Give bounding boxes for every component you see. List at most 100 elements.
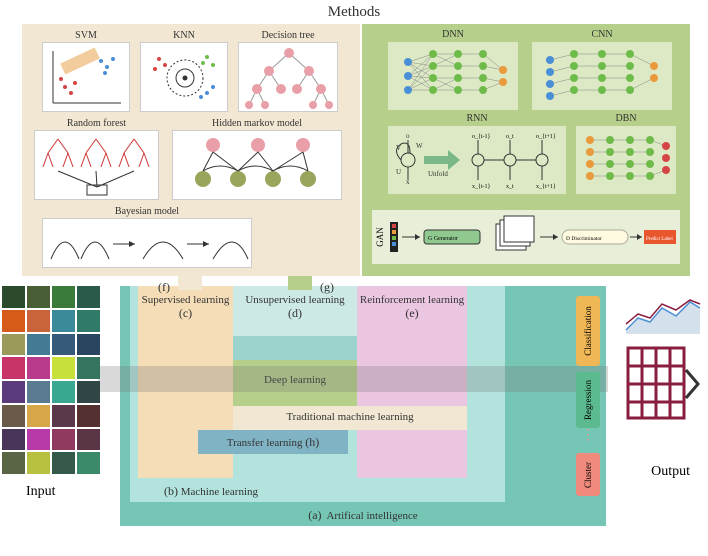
svg-text:Predict Label: Predict Label: [646, 237, 673, 242]
svg-text:Unfold: Unfold: [428, 170, 448, 178]
input-swatch: [27, 452, 50, 474]
input-swatch: [27, 405, 50, 427]
input-swatch: [52, 286, 75, 308]
svg-text:o_{t+1}: o_{t+1}: [536, 134, 556, 140]
svm-plot: [43, 43, 131, 113]
gan-title: GAN: [375, 227, 385, 247]
input-swatch: [2, 405, 25, 427]
rf-plot: [35, 131, 160, 201]
output-categories: Classification Regression ⋮ Cluster: [576, 296, 600, 496]
svg-text:D Discriminator: D Discriminator: [566, 236, 602, 242]
input-swatch: [2, 381, 25, 403]
svg-text:G Generator: G Generator: [428, 236, 458, 242]
hmm-title: Hidden markov model: [173, 118, 341, 129]
input-swatch: [77, 286, 100, 308]
ml-label: (b) Machine learning: [164, 484, 258, 499]
input-swatch: [27, 310, 50, 332]
decision-tree-card: Decision tree: [238, 42, 338, 112]
output-line-chart-icon: [624, 294, 702, 340]
input-label: Input: [26, 484, 56, 500]
flow-band: [98, 366, 608, 392]
input-swatch: [52, 357, 75, 379]
input-swatch: [77, 310, 100, 332]
transfer-label: Transfer learning (h): [198, 435, 348, 450]
input-swatch: [52, 381, 75, 403]
input-swatch: [2, 286, 25, 308]
svm-card: SVM: [42, 42, 130, 112]
dnn-card: DNN: [388, 42, 518, 110]
input-swatch: [77, 452, 100, 474]
input-swatch: [27, 357, 50, 379]
knn-title: KNN: [141, 30, 227, 41]
input-swatch: [2, 334, 25, 356]
cnn-card: CNN: [532, 42, 672, 110]
svm-title: SVM: [43, 30, 129, 41]
input-swatch: [52, 310, 75, 332]
input-swatch: [27, 334, 50, 356]
dbn-plot: [576, 126, 676, 194]
svg-text:o_t: o_t: [506, 134, 514, 140]
classification-box: Classification: [576, 296, 600, 366]
bayesian-card: Bayesian model: [42, 218, 252, 268]
output-area: [624, 294, 702, 454]
dbn-title: DBN: [576, 113, 676, 124]
rnn-plot: ox VUW Unfold o_{t-1}o_to_{t+1} x_{t-1}x…: [388, 126, 566, 194]
dnn-plot: [388, 42, 518, 110]
dbn-card: DBN: [576, 126, 676, 194]
input-swatch: [2, 357, 25, 379]
cnn-title: CNN: [532, 29, 672, 40]
input-swatch: [52, 429, 75, 451]
bayes-plot: [43, 219, 253, 269]
svg-text:x_t: x_t: [506, 184, 514, 190]
input-swatch: [27, 381, 50, 403]
dots-icon: ⋮: [581, 434, 595, 448]
input-swatch: [77, 429, 100, 451]
output-grid-icon: [624, 344, 702, 434]
input-swatch: [77, 381, 100, 403]
svg-text:V: V: [396, 144, 401, 152]
input-swatch: [77, 357, 100, 379]
connector-g: [288, 276, 312, 290]
svg-text:x_{t-1}: x_{t-1}: [472, 184, 491, 190]
svg-text:x_{t+1}: x_{t+1}: [536, 184, 556, 190]
methods-title: Methods: [0, 4, 708, 21]
ai-label: (a) Artifical intelligence: [120, 508, 606, 523]
input-grid: [2, 286, 100, 474]
svg-text:o: o: [406, 132, 410, 140]
random-forest-card: Random forest: [34, 130, 159, 200]
connector-f: [178, 276, 202, 290]
input-swatch: [2, 452, 25, 474]
svg-text:W: W: [416, 142, 423, 150]
input-swatch: [27, 286, 50, 308]
letter-f: (f): [158, 280, 170, 295]
cnn-plot: [532, 42, 672, 110]
input-swatch: [52, 334, 75, 356]
rnn-title: RNN: [388, 113, 566, 124]
dnn-title: DNN: [388, 29, 518, 40]
svg-text:o_{t-1}: o_{t-1}: [472, 134, 491, 140]
dtree-plot: [239, 43, 339, 113]
traditional-label: Traditional machine learning: [233, 411, 467, 423]
knn-plot: [141, 43, 229, 113]
hmm-card: Hidden markov model: [172, 130, 342, 200]
regression-box: Regression: [576, 372, 600, 428]
hmm-plot: [173, 131, 343, 201]
input-swatch: [27, 429, 50, 451]
lower-area: Supervised learning(c) Unsupervised lear…: [0, 286, 708, 554]
input-swatch: [2, 429, 25, 451]
input-swatch: [52, 405, 75, 427]
ml-panel: SVM KNN Decision tree: [22, 24, 360, 276]
supervised-label: Supervised learning(c): [138, 294, 233, 321]
input-swatch: [52, 452, 75, 474]
gan-card: GAN G Generator D Discriminator Predict …: [372, 210, 680, 264]
cluster-box: Cluster: [576, 453, 600, 496]
reinforcement-label: Reinforcement learning(e): [357, 294, 467, 321]
svg-text:U: U: [396, 168, 401, 176]
knn-card: KNN: [140, 42, 228, 112]
letter-g: (g): [320, 280, 334, 295]
bayes-title: Bayesian model: [43, 206, 251, 217]
input-swatch: [2, 310, 25, 332]
input-swatch: [77, 405, 100, 427]
dl-panel: DNN CNN: [362, 24, 690, 276]
rf-title: Random forest: [35, 118, 158, 129]
